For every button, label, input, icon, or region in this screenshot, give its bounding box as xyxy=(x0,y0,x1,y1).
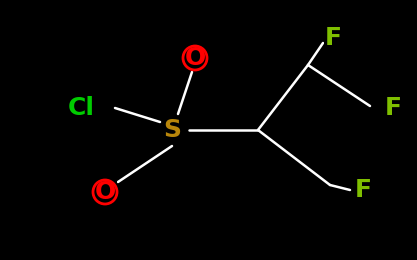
Text: F: F xyxy=(385,96,402,120)
Text: F: F xyxy=(355,178,372,202)
Text: O: O xyxy=(184,46,206,70)
Text: F: F xyxy=(325,26,342,50)
Text: S: S xyxy=(163,118,181,142)
Text: Cl: Cl xyxy=(68,96,95,120)
Text: O: O xyxy=(94,180,116,204)
